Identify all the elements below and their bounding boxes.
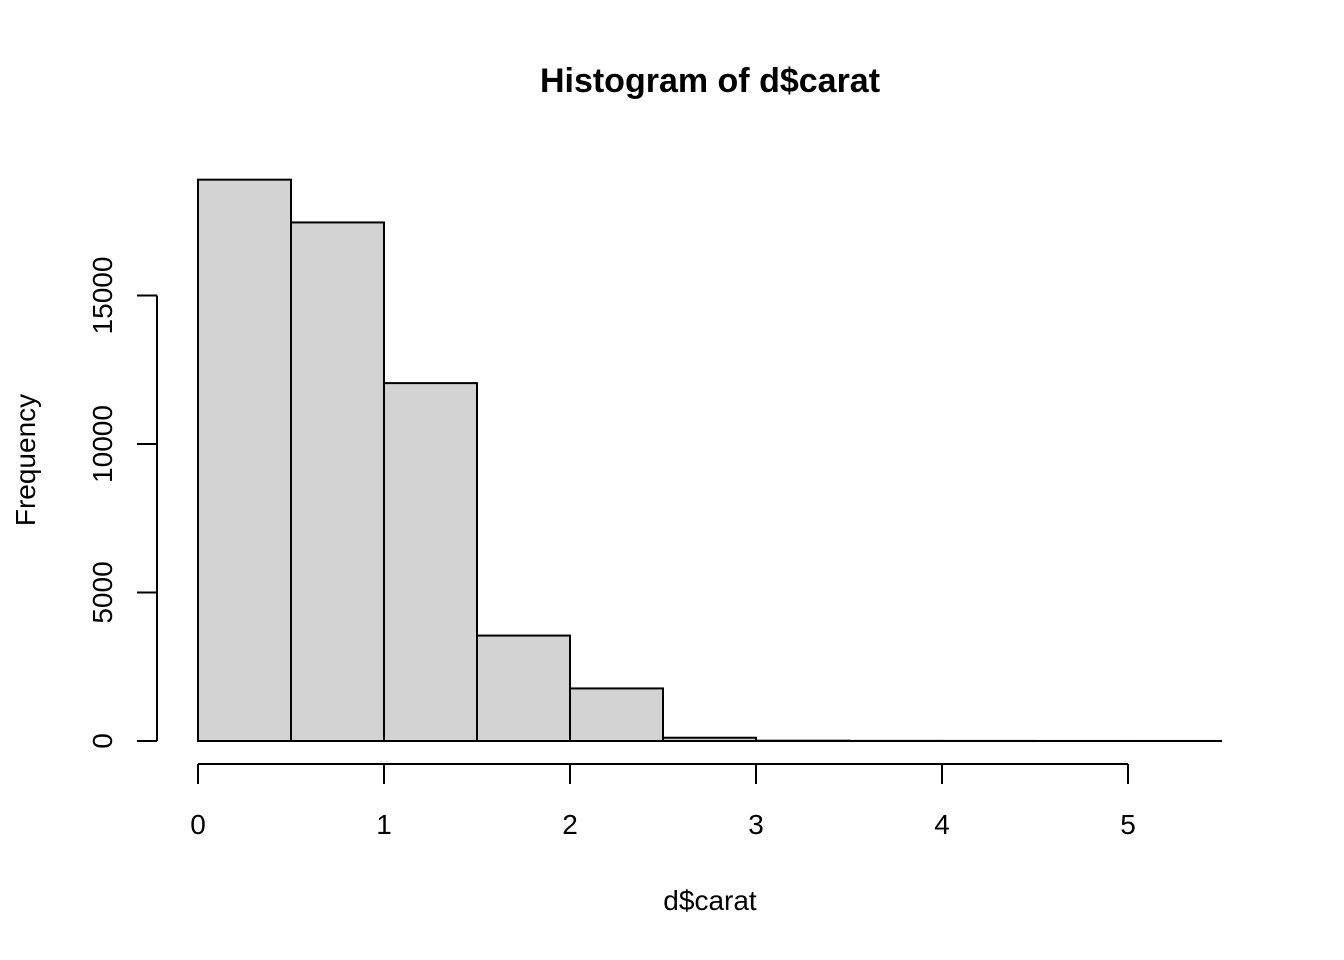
y-axis-label: Frequency — [10, 394, 41, 526]
x-tick-label-4: 4 — [934, 809, 950, 840]
y-axis: 0 5000 10000 15000 — [87, 257, 158, 749]
x-tick-label-5: 5 — [1120, 809, 1136, 840]
x-axis-label: d$carat — [663, 885, 757, 916]
bars-group — [197, 178, 1222, 743]
histogram-bar-0 — [197, 178, 292, 743]
histogram-bar-3 — [476, 634, 571, 742]
x-tick-label-2: 2 — [562, 809, 578, 840]
x-tick-label-1: 1 — [376, 809, 392, 840]
chart-title: Histogram of d$carat — [540, 62, 880, 100]
x-axis: 0 1 2 3 4 5 — [190, 763, 1136, 840]
histogram-bar-2 — [383, 382, 478, 742]
histogram-bar-4 — [569, 687, 664, 743]
histogram-bar-1 — [290, 221, 385, 743]
y-tick-label-0: 0 — [87, 733, 118, 749]
y-tick-label-3: 15000 — [87, 257, 118, 335]
x-tick-label-0: 0 — [190, 809, 206, 840]
y-tick-label-2: 10000 — [87, 405, 118, 483]
y-tick-label-1: 5000 — [87, 561, 118, 623]
x-tick-label-3: 3 — [748, 809, 764, 840]
